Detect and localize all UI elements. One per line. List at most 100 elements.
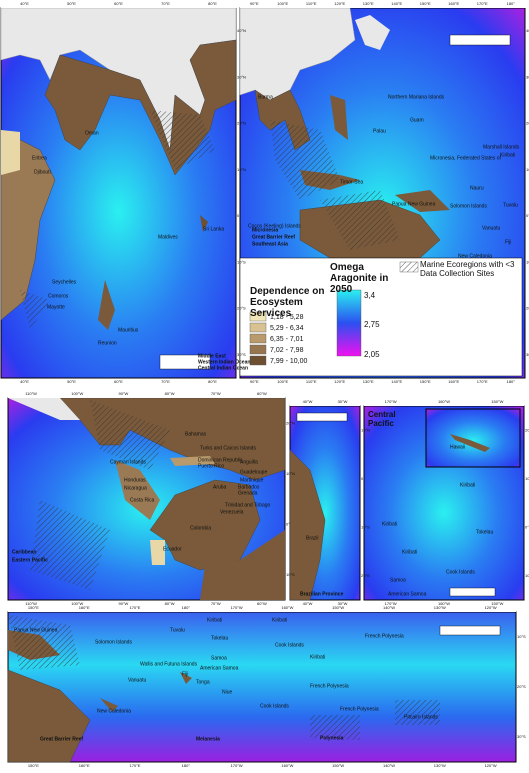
lon-tick-label: 120°E [334,1,345,6]
lat-tick-label: 30°N [237,74,246,79]
place-label: Aruba [213,484,227,490]
lon-tick-label: 40°E [20,1,29,6]
lon-tick-label: 30°W [338,601,348,606]
region-label: Great Barrier Reef [40,736,83,742]
place-label: Oman [85,130,99,136]
legend-label: 7,99 - 10,00 [270,358,307,365]
lon-tick-label: 90°W [119,391,129,396]
lat-tick-label: 10°N [286,471,295,476]
lat-tick-label: 10°N [237,167,246,172]
lon-tick-label: 60°E [114,1,123,6]
place-label: Nauru [470,185,484,191]
lon-tick-label: 90°E [250,1,259,6]
place-label: Puerto Rico [198,463,224,469]
place-label: Micronesia, Federated States of [430,155,501,161]
lon-tick-label: 150°W [491,399,503,404]
panel-south-pacific [7,604,517,763]
lon-tick-label: 170°W [385,399,397,404]
legend-box [239,257,523,377]
place-label: Vanuatu [128,677,146,683]
legend-hatch-label: Marine Ecoregions with <3 Data Collectio… [420,260,515,278]
place-label: Samoa [390,577,406,583]
place-label: Mayotte [47,304,65,310]
lon-tick-label: 80°W [165,601,175,606]
lat-tick-label: 40°N [237,28,246,33]
legend-dependence-title: Dependence on Ecosystem Services [250,286,325,319]
place-label: Comoros [48,293,69,299]
place-label: Tuvalu [503,202,518,208]
lon-tick-label: 130°E [363,1,374,6]
region-label: Western Indian Ocean [198,359,250,365]
place-label: Sri Lanka [203,226,224,232]
lon-tick-label: 130°E [363,379,374,384]
lon-tick-label: 140°W [383,763,395,768]
lat-tick-label: 10°N [525,476,529,481]
place-label: Fiji [505,239,511,245]
lon-tick-label: 170°W [231,605,243,610]
place-label: Costa Rica [130,497,155,503]
place-label: Anguilla [240,459,258,465]
lon-tick-label: 40°W [303,399,313,404]
place-label: Kiribati [272,617,287,623]
lon-tick-label: 100°W [71,601,83,606]
lon-tick-label: 40°E [20,379,29,384]
lon-tick-label: 180° [182,605,191,610]
lon-tick-label: 60°W [257,601,267,606]
place-label: Kiribati [310,654,325,660]
legend-label: 5,29 - 6,34 [270,325,304,332]
region-label: Middle East [198,353,226,359]
omega-tick: 2,05 [364,350,380,359]
lon-tick-label: 40°W [303,601,313,606]
place-label: Nicaragua [124,485,147,491]
place-label: Eritrea [32,155,47,161]
lon-tick-label: 50°E [67,1,76,6]
lat-tick-label: 10°S [361,524,370,529]
place-label: Kiribati [207,617,222,623]
place-label: Papua New Guinea [392,201,436,207]
panel-caribbean [7,390,286,601]
lon-tick-label: 70°E [161,379,170,384]
lon-tick-label: 180° [182,763,191,768]
place-label: New Caledonia [97,708,131,714]
place-label: Cocos (Keeling) Islands [248,223,301,229]
lat-tick-label: 0° [237,213,241,218]
lon-tick-label: 160°W [281,605,293,610]
lon-tick-label: 160°E [79,605,90,610]
lon-tick-label: 80°E [208,1,217,6]
lon-tick-label: 160°E [448,379,459,384]
lon-tick-label: 130°W [434,763,446,768]
lon-tick-label: 100°W [71,391,83,396]
lat-tick-label: 30°S [526,352,529,357]
place-label: Cayman Islands [110,459,146,465]
place-label: Tuvalu [170,627,185,633]
lon-tick-label: 150°E [28,605,39,610]
place-label: Guam [410,117,424,123]
lon-tick-label: 170°E [130,605,141,610]
lat-tick-label: 0° [526,213,529,218]
legend-swatch [249,355,267,366]
place-label: Palau [373,128,386,134]
lon-tick-label: 120°E [334,379,345,384]
place-label: Solomon Islands [95,639,132,645]
lat-tick-label: 10°S [286,572,295,577]
region-label: Southeast Asia [252,241,288,247]
place-label: Colombia [190,525,211,531]
lon-tick-label: 100°E [277,379,288,384]
place-label: Ecuador [163,546,182,552]
lat-tick-label: 20°S [361,573,370,578]
place-label: Venezuela [220,509,244,515]
place-label: French Polynesia [310,683,349,689]
lat-tick-label: 30°S [517,734,526,739]
place-label: Solomon Islands [450,203,487,209]
omega-tick: 3,4 [364,291,376,300]
lat-tick-label: 10°N [361,427,370,432]
lon-tick-label: 110°E [306,379,317,384]
region-label: Caribbean [12,549,36,555]
lon-tick-label: 70°W [211,601,221,606]
lon-tick-label: 90°E [250,379,259,384]
place-label: Northern Mariana Islands [388,94,445,100]
lon-tick-label: 30°W [338,399,348,404]
place-label: Martinique [240,477,264,483]
lat-tick-label: 30°S [237,352,246,357]
